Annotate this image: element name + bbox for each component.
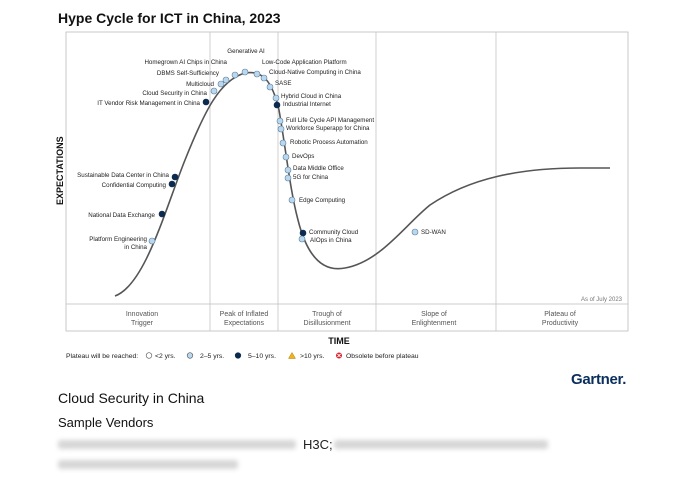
point-marker: [282, 153, 290, 161]
point-marker: [231, 71, 239, 79]
point-label: Hybrid Cloud in China: [281, 93, 342, 100]
point-marker: [210, 87, 218, 95]
legend-marker-5-10: [234, 352, 242, 359]
redacted-vendor-text: [58, 460, 238, 469]
point-marker: [288, 196, 296, 204]
point-label: Data Middle Office: [293, 165, 344, 172]
redacted-vendor-text: [334, 440, 548, 449]
phase-label: Innovation Trigger: [126, 311, 158, 327]
point-label: 5G for China: [293, 174, 329, 181]
point-label: AIOps in China: [310, 237, 352, 244]
legend-label-gt10: >10 yrs.: [300, 353, 324, 360]
point-marker: [277, 125, 285, 133]
point-marker: [171, 173, 179, 181]
legend-label-2-5: 2–5 yrs.: [200, 353, 224, 360]
legend-marker-gt10: [288, 352, 296, 359]
point-marker: [222, 76, 230, 84]
point-marker: [158, 210, 166, 218]
point-label: SD-WAN: [421, 229, 446, 236]
point-label: Platform Engineering in China: [89, 236, 147, 251]
point-label: Sustainable Data Center in China: [77, 172, 169, 179]
point-label: Edge Computing: [299, 197, 346, 204]
legend-marker-obsolete: [336, 352, 342, 359]
point-marker: [284, 166, 292, 174]
point-label: Cloud-Native Computing in China: [269, 69, 361, 76]
section-heading: Cloud Security in China: [58, 390, 205, 406]
point-marker: [253, 70, 261, 78]
redacted-vendor-text: [58, 440, 296, 449]
point-marker: [298, 235, 306, 243]
point-marker: [299, 229, 307, 237]
point-label: Full Life Cycle API Management: [286, 117, 374, 124]
point-label: Low-Code Application Platform: [262, 59, 347, 66]
phase-label: Peak of Inflated Expectations: [220, 311, 269, 327]
vendors-heading: Sample Vendors: [58, 415, 154, 430]
point-label: DevOps: [292, 153, 314, 160]
point-label: IT Vendor Risk Management in China: [97, 100, 200, 107]
point-label: Industrial Internet: [283, 101, 331, 108]
point-marker: [202, 98, 210, 106]
legend-marker-lt2: [145, 352, 153, 359]
technology-points: Platform Engineering in China National Dat…: [77, 48, 446, 251]
point-marker: [273, 101, 281, 109]
phase-label: Trough of Disillusionment: [303, 311, 350, 327]
x-axis-title: TIME: [328, 336, 350, 346]
y-axis-title: EXPECTATIONS: [55, 136, 65, 205]
point-label: Homegrown AI Chips in China: [144, 59, 227, 66]
point-label: National Data Exchange: [88, 212, 155, 219]
point-marker: [260, 74, 268, 82]
point-marker: [279, 139, 287, 147]
point-label: DBMS Self-Sufficiency: [157, 70, 220, 77]
point-marker: [217, 80, 225, 88]
phase-label: Slope of Enlightenment: [412, 311, 457, 327]
gartner-logo: Gartner.: [571, 371, 627, 388]
plot-frame: [65, 31, 629, 332]
point-marker: [168, 180, 176, 188]
vendor-name: H3C;: [303, 437, 333, 452]
point-marker: [411, 228, 419, 236]
point-label: Cloud Security in China: [142, 90, 207, 97]
legend-label-lt2: <2 yrs.: [155, 353, 176, 360]
phase-label: Plateau of Productivity: [542, 311, 579, 327]
legend-label-5-10: 5–10 yrs.: [248, 353, 276, 360]
chart-title: Hype Cycle for ICT in China, 2023: [58, 10, 281, 26]
legend: Plateau will be reached: <2 yrs. 2–5 yrs…: [66, 352, 419, 360]
point-label: Robotic Process Automation: [290, 139, 368, 146]
point-marker: [266, 83, 274, 91]
point-label: Workforce Superapp for China: [286, 125, 370, 132]
legend-marker-2-5: [186, 352, 194, 359]
point-marker: [272, 94, 280, 102]
point-marker: [276, 117, 284, 125]
legend-label-obsolete: Obsolete before plateau: [346, 353, 419, 360]
point-marker: [284, 174, 292, 182]
point-marker: [148, 237, 156, 245]
legend-title: Plateau will be reached:: [66, 353, 138, 360]
point-label: SASE: [275, 80, 292, 87]
as-of-note: As of July 2023: [581, 297, 623, 303]
point-label: Confidential Computing: [102, 182, 167, 189]
hype-curve: [114, 71, 610, 297]
point-label: Generative AI: [227, 48, 265, 55]
point-label: Community Cloud: [309, 229, 359, 236]
point-marker: [241, 68, 249, 76]
point-label: Multicloud: [186, 81, 214, 88]
